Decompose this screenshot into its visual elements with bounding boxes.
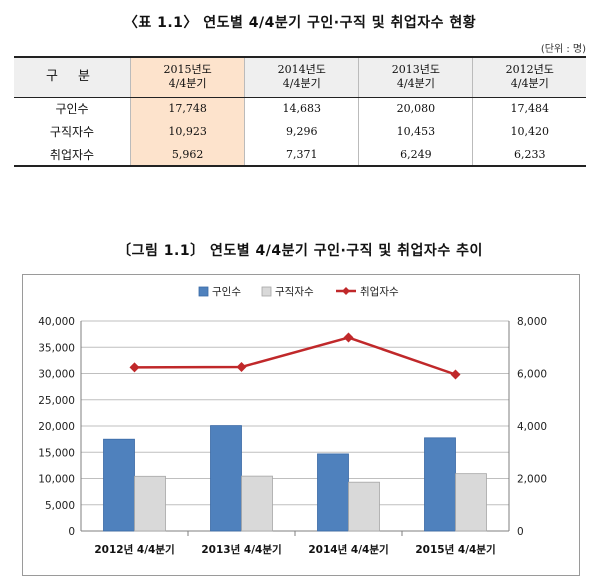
- legend-label: 취업자수: [360, 285, 399, 298]
- table-row: 구인수 17,748 14,683 20,080 17,484: [14, 97, 586, 120]
- legend-label: 구인수: [212, 286, 241, 298]
- y-left-tick-label: 5,000: [45, 500, 75, 512]
- table-cell: 17,748: [129, 97, 245, 120]
- header-col-2013: 2013년도 4/4분기: [358, 56, 473, 98]
- bar-구직자수: [241, 475, 273, 532]
- table-cell: 10,420: [472, 120, 586, 143]
- header-year: 2015년도: [163, 63, 212, 77]
- line-취업자수: [134, 336, 456, 376]
- table-cell: 6,233: [472, 143, 586, 167]
- header-col-2014: 2014년도 4/4분기: [244, 56, 359, 98]
- point-취업자수: [236, 361, 247, 372]
- table-cell: 14,683: [244, 97, 359, 120]
- y-left-tick-label: 10,000: [38, 474, 75, 486]
- table-row: 구직자수 10,923 9,296 10,453 10,420: [14, 120, 586, 143]
- y-right-tick-label: 4,000: [517, 421, 547, 433]
- table-cell: 17,484: [472, 97, 586, 120]
- header-year: 2012년도: [505, 63, 554, 77]
- legend-label: 구직자수: [275, 286, 314, 298]
- header-col-2012: 2012년도 4/4분기: [472, 56, 586, 98]
- header-col-2015: 2015년도 4/4분기: [129, 56, 245, 98]
- table-cell: 10,923: [129, 120, 245, 143]
- header-quarter: 4/4분기: [396, 77, 435, 91]
- header-year: 2014년도: [277, 63, 326, 77]
- table-header-row: 구 분 2015년도 4/4분기 2014년도 4/4분기 2013년도 4/4…: [14, 56, 586, 98]
- chart-frame: 0 5,000 10,000 15,000 20,000 25,000 30,000 35,0…: [22, 274, 580, 576]
- bar-구직자수: [134, 475, 166, 532]
- legend-marker: [342, 287, 350, 295]
- x-tick-label: 2015년 4/4분기: [415, 543, 495, 556]
- x-tick-label: 2014년 4/4분기: [308, 543, 388, 556]
- header-label: 구 분: [14, 56, 131, 98]
- combo-chart: 0 5,000 10,000 15,000 20,000 25,000 30,000 35,0…: [38, 285, 547, 556]
- point-취업자수: [129, 362, 140, 373]
- y-right-tick-label: 0: [517, 526, 524, 538]
- point-취업자수: [343, 332, 354, 343]
- row-label: 구직자수: [49, 125, 95, 139]
- bar-구직자수: [348, 481, 380, 532]
- figure-title: 〔그림 1.1〕 연도별 4/4분기 구인·구직 및 취업자수 추이: [117, 243, 483, 259]
- y-left-tick-label: 30,000: [38, 369, 75, 381]
- y-left-tick-label: 35,000: [38, 342, 75, 354]
- table-cell: 7,371: [244, 143, 359, 167]
- data-table: 구 분 2015년도 4/4분기 2014년도 4/4분기 2013년도 4/4…: [14, 56, 586, 167]
- header-quarter: 4/4분기: [282, 77, 321, 91]
- y-left-tick-label: 0: [68, 526, 75, 538]
- table-unit: (단위 : 명): [540, 44, 586, 55]
- table-cell: 20,080: [358, 97, 473, 120]
- bar-구인수: [424, 437, 456, 532]
- x-tick-label: 2013년 4/4분기: [201, 543, 281, 556]
- y-left-tick-label: 40,000: [38, 316, 75, 328]
- table-cell: 5,962: [129, 143, 245, 167]
- table-title: 〈표 1.1〉 연도별 4/4분기 구인·구직 및 취업자수 현황: [123, 15, 477, 31]
- table-cell: 10,453: [358, 120, 473, 143]
- y-right-tick-label: 6,000: [517, 369, 547, 381]
- y-right-tick-label: 8,000: [517, 316, 547, 328]
- row-label: 구인수: [55, 102, 89, 117]
- point-취업자수: [450, 369, 461, 380]
- legend-swatch: [261, 286, 272, 297]
- x-tick-label: 2012년 4/4분기: [94, 543, 174, 556]
- table-cell: 6,249: [358, 143, 473, 167]
- y-left-tick-label: 15,000: [38, 447, 75, 459]
- y-left-tick-label: 25,000: [38, 395, 75, 407]
- y-right-tick-label: 2,000: [517, 474, 547, 486]
- header-quarter: 4/4분기: [510, 77, 549, 91]
- table-cell: 9,296: [244, 120, 359, 143]
- y-left-tick-label: 20,000: [38, 421, 75, 433]
- bar-구직자수: [455, 473, 487, 532]
- bar-구인수: [210, 425, 242, 532]
- bar-구인수: [317, 453, 349, 532]
- table-row: 취업자수 5,962 7,371 6,249 6,233: [14, 143, 586, 167]
- legend-swatch: [198, 286, 209, 297]
- row-label: 취업자수: [14, 143, 131, 167]
- header-year: 2013년도: [391, 63, 440, 77]
- header-quarter: 4/4분기: [168, 77, 207, 91]
- bar-구인수: [103, 438, 135, 532]
